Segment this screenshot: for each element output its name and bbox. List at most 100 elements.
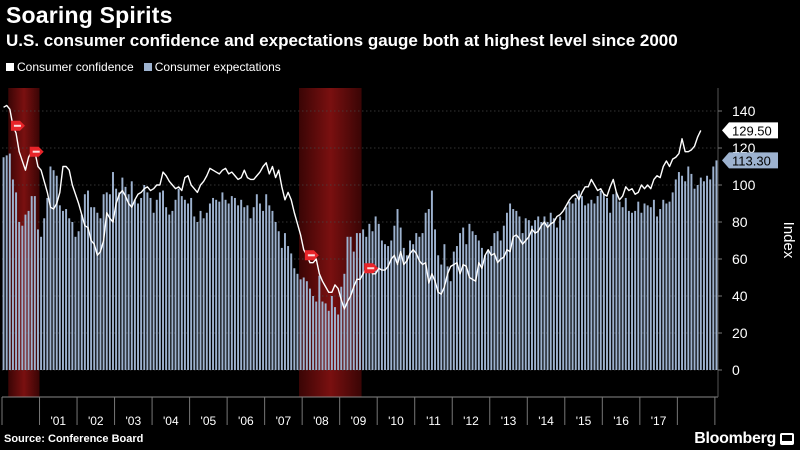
bar-expectations <box>484 255 487 370</box>
bar-expectations <box>108 194 111 370</box>
bar-expectations <box>343 273 346 370</box>
bar-expectations <box>509 203 512 370</box>
bar-expectations <box>430 190 433 370</box>
bar-expectations <box>208 203 211 370</box>
bar-expectations <box>706 175 709 370</box>
bar-expectations <box>415 233 418 370</box>
bar-expectations <box>387 246 390 370</box>
bar-expectations <box>624 197 627 370</box>
bar-expectations <box>446 266 449 370</box>
bar-expectations <box>133 199 136 370</box>
bloomberg-terminal-icon <box>780 433 794 445</box>
bar-expectations <box>487 249 490 370</box>
bar-expectations <box>480 247 483 370</box>
bar-expectations <box>8 153 11 370</box>
bar-expectations <box>380 240 383 370</box>
bar-expectations <box>606 197 608 370</box>
bar-expectations <box>434 229 437 370</box>
bar-expectations <box>252 207 255 370</box>
x-tick-label: '10 <box>388 414 404 428</box>
bar-expectations <box>493 233 496 370</box>
bar-expectations <box>233 197 236 370</box>
bar-expectations <box>102 194 105 370</box>
last-value-badge-text: 129.50 <box>732 123 772 138</box>
legend-swatch-confidence <box>6 63 14 71</box>
bar-expectations <box>496 231 499 370</box>
bar-expectations <box>290 253 293 370</box>
bar-expectations <box>330 296 333 370</box>
bar-expectations <box>527 220 530 370</box>
bar-expectations <box>349 236 352 370</box>
bar-expectations <box>149 197 152 370</box>
bar-expectations <box>540 222 543 370</box>
bar-expectations <box>471 231 474 370</box>
bar-expectations <box>302 277 305 370</box>
bar-expectations <box>402 247 405 370</box>
bar-expectations <box>418 236 421 370</box>
confidence-line-layer <box>3 104 702 310</box>
bar-expectations <box>465 244 468 370</box>
bar-expectations <box>40 236 43 370</box>
bar-expectations <box>671 192 674 370</box>
bar-expectations <box>609 212 612 370</box>
bar-expectations <box>524 218 527 370</box>
legend-label-confidence: Consumer confidence <box>17 60 134 74</box>
bar-expectations <box>577 190 580 370</box>
bar-expectations <box>699 177 702 370</box>
bar-expectations <box>162 190 164 370</box>
bar-expectations <box>321 301 324 370</box>
bar-expectations <box>602 194 605 370</box>
event-marker-glyph <box>13 124 21 127</box>
bar-expectations <box>715 160 718 370</box>
x-tick-label: '01 <box>50 414 66 428</box>
bar-expectations <box>274 222 277 370</box>
bar-expectations <box>299 279 302 370</box>
event-marker <box>364 263 379 274</box>
bar-expectations <box>115 188 118 370</box>
bar-expectations <box>96 212 99 370</box>
bar-expectations <box>618 201 621 370</box>
bar-expectations <box>584 205 587 370</box>
x-tick-label: '05 <box>201 414 217 428</box>
bar-expectations <box>202 218 205 370</box>
bar-expectations <box>530 225 533 370</box>
y-tick-label: 40 <box>732 288 748 304</box>
bar-expectations <box>368 223 371 370</box>
bar-expectations <box>183 199 186 370</box>
bar-expectations <box>443 244 446 370</box>
bar-expectations <box>631 212 633 370</box>
x-tick-label: '15 <box>576 414 592 428</box>
y-tick-label: 100 <box>732 177 756 193</box>
bloomberg-logo: Bloomberg <box>694 430 776 447</box>
bar-expectations <box>643 203 646 370</box>
bar-expectations <box>712 166 715 370</box>
bar-expectations <box>505 212 508 370</box>
bar-expectations <box>502 225 505 370</box>
bar-expectations <box>224 199 227 370</box>
bar-expectations <box>152 212 155 370</box>
bar-expectations <box>127 194 130 370</box>
bar-expectations <box>709 179 712 370</box>
bar-expectations <box>424 212 427 370</box>
bar-expectations <box>640 212 643 370</box>
bar-expectations <box>452 251 455 370</box>
last-value-badge-shape <box>722 152 778 169</box>
bar-expectations <box>190 197 193 370</box>
gridlines-layer <box>2 110 718 371</box>
bar-expectations <box>2 157 5 370</box>
bar-expectations <box>143 185 146 370</box>
bar-expectations <box>83 194 86 370</box>
bar-expectations <box>158 192 161 370</box>
bar-expectations <box>521 233 524 370</box>
bar-expectations <box>549 212 552 370</box>
bar-expectations <box>384 244 386 370</box>
bar-expectations <box>437 255 440 370</box>
bar-expectations <box>365 236 368 370</box>
x-tick-label: '16 <box>613 414 629 428</box>
x-tick-label: '03 <box>125 414 141 428</box>
event-marker-glyph <box>32 150 40 153</box>
bar-expectations <box>581 196 583 370</box>
event-marker-glyph <box>307 254 315 257</box>
bar-expectations <box>287 246 290 370</box>
bar-expectations <box>334 307 336 370</box>
